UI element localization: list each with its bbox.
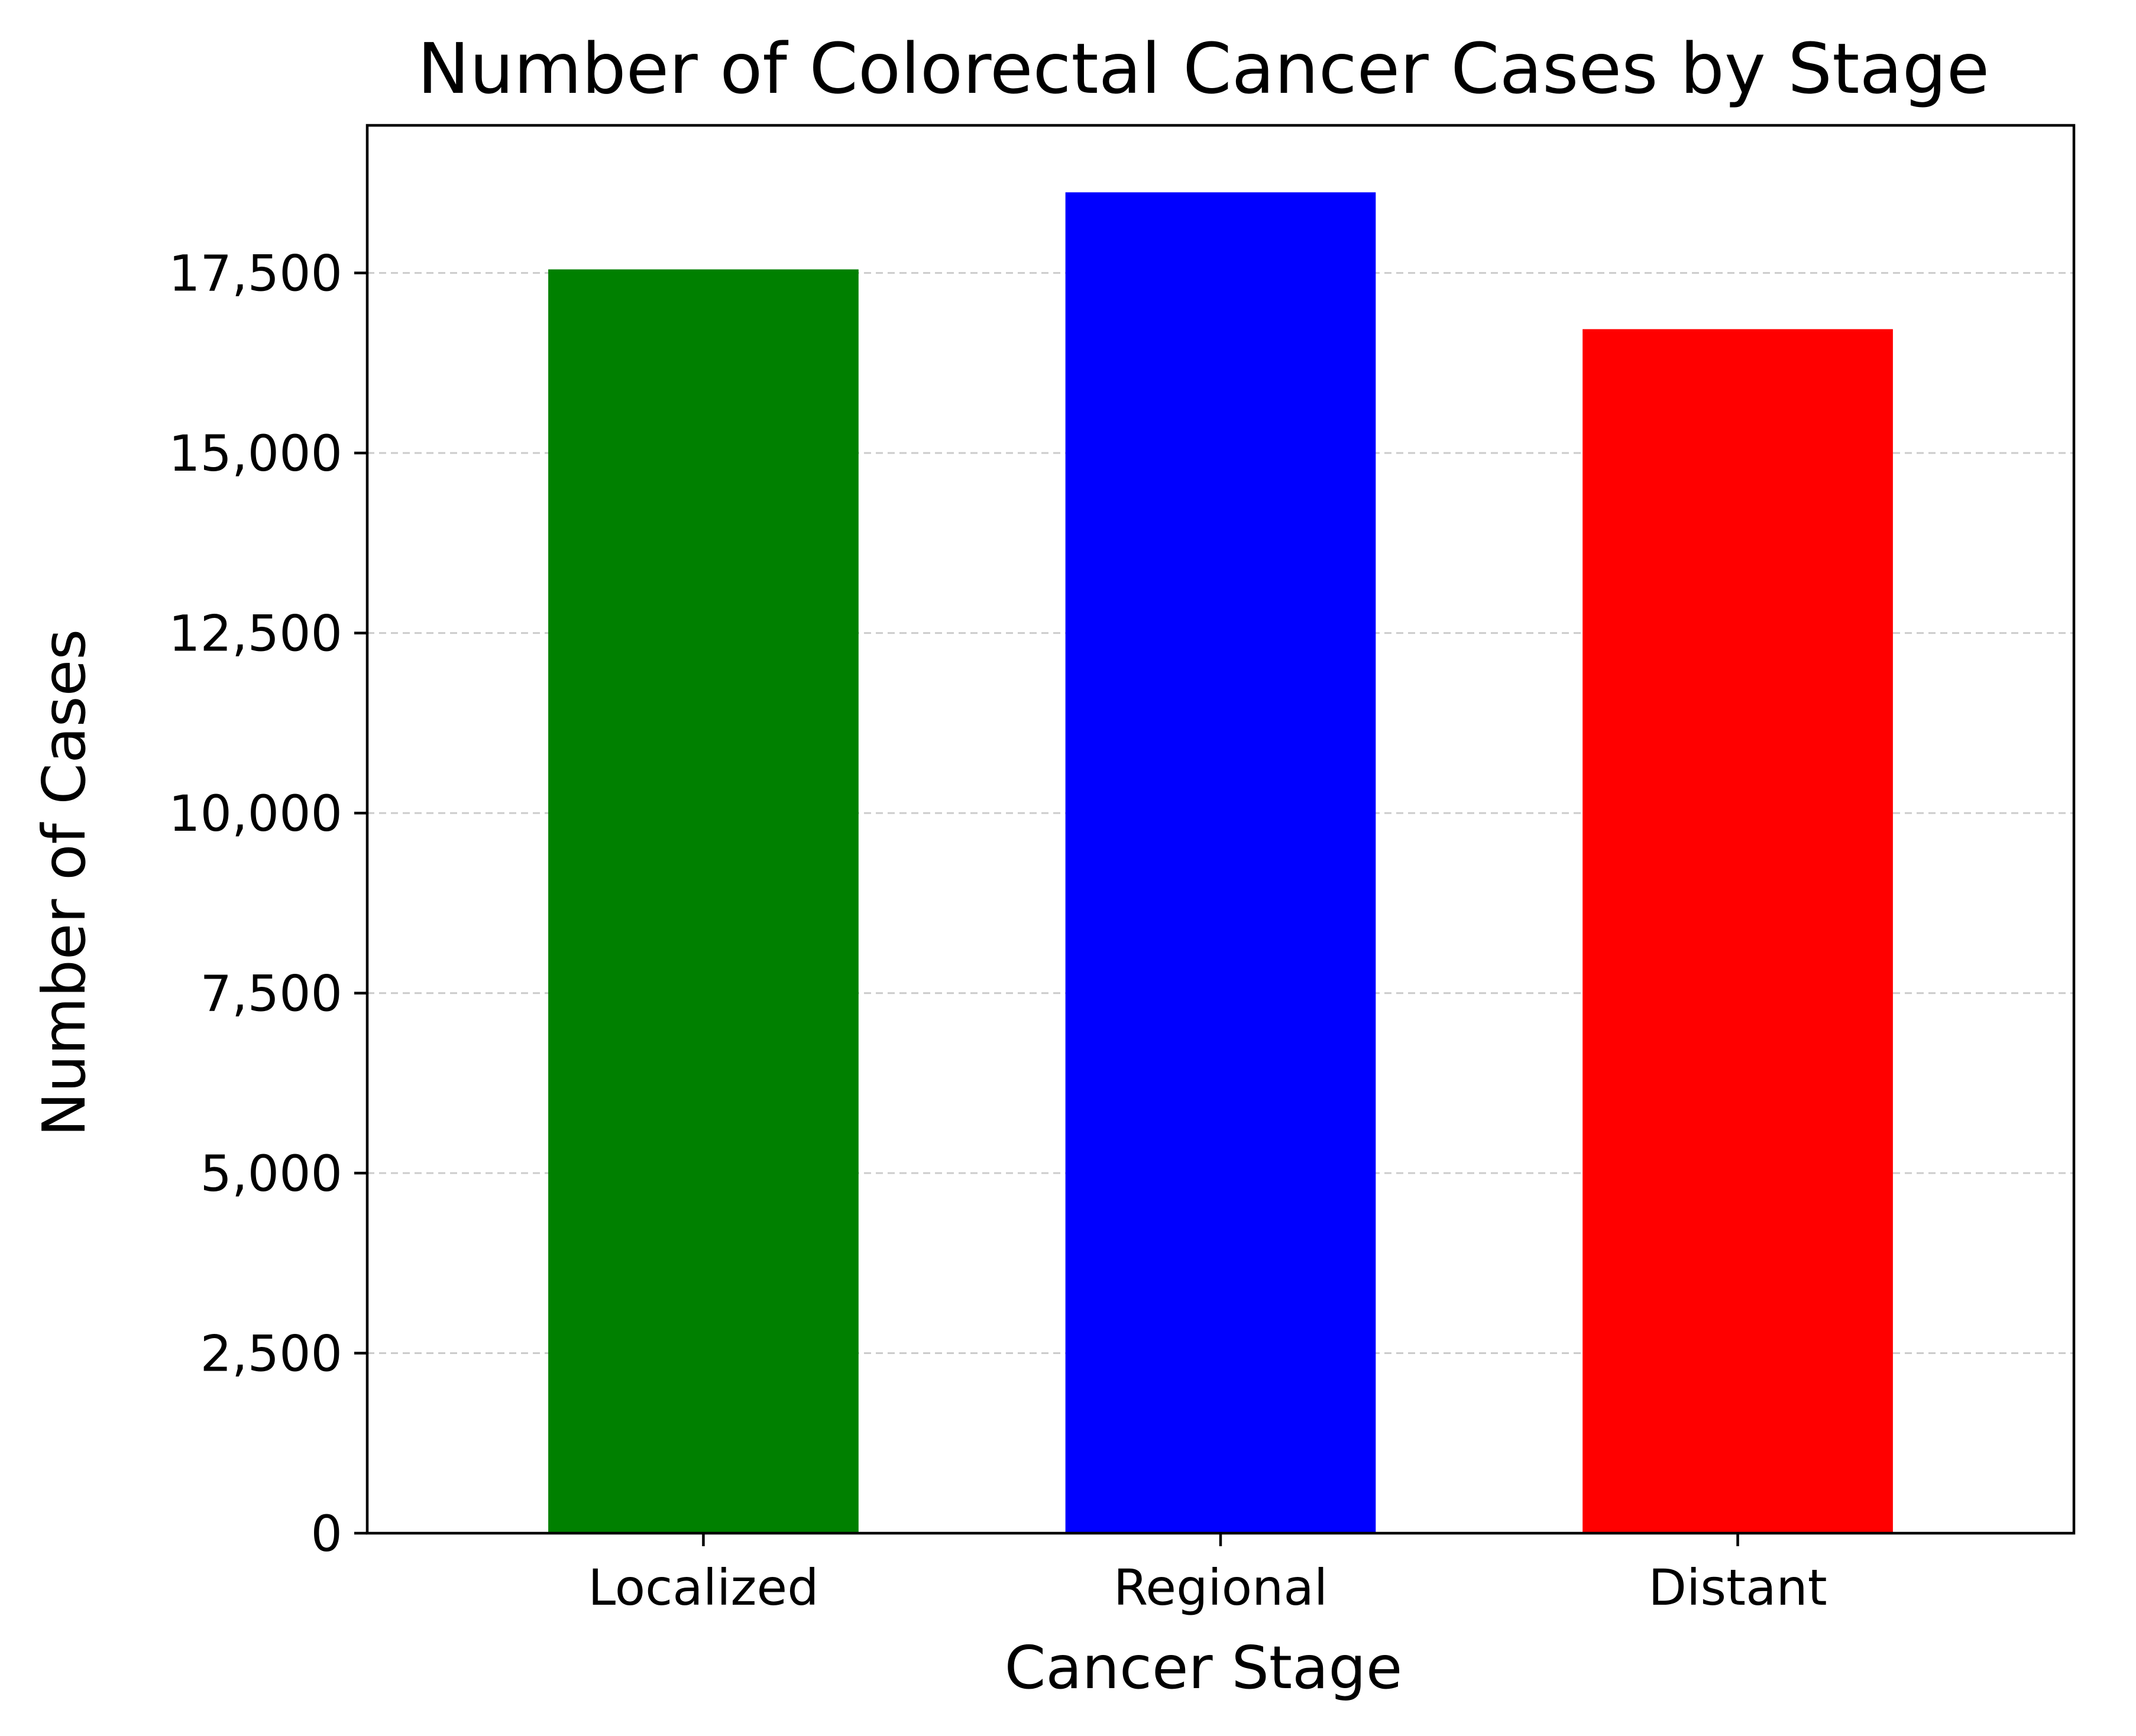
bars [548,192,1893,1534]
y-tick-label: 10,000 [169,785,342,843]
x-axis-ticks: Localized Regional Distant [588,1533,1827,1617]
y-tick-label: 0 [311,1505,342,1563]
bar-localized [548,269,859,1533]
x-tick-label: Localized [588,1559,818,1617]
y-axis-ticks: 0 2,500 5,000 7,500 10,000 12,500 15,000 17,500 [169,245,367,1563]
x-tick-label: Regional [1114,1559,1328,1617]
chart-title: Number of Colorectal Cancer Cases by Sta… [418,28,1990,109]
x-axis-label: Cancer Stage [1005,1633,1403,1702]
bar-distant [1582,329,1893,1533]
y-axis-label: Number of Cases [30,629,99,1137]
y-tick-label: 15,000 [169,425,342,482]
x-tick-label: Distant [1648,1559,1827,1617]
y-tick-label: 7,500 [200,965,342,1023]
y-tick-label: 12,500 [169,605,342,663]
y-tick-label: 2,500 [200,1325,342,1383]
y-tick-label: 17,500 [169,245,342,303]
y-tick-label: 5,000 [200,1145,342,1203]
bar-regional [1065,192,1376,1534]
